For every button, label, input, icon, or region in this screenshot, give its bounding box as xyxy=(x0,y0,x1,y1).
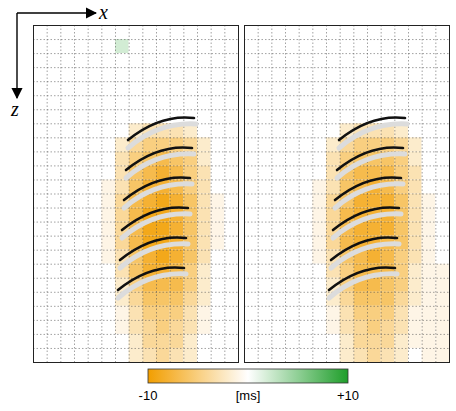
svg-text:-10: -10 xyxy=(139,388,158,403)
svg-text:x: x xyxy=(98,1,108,23)
svg-text:[ms]: [ms] xyxy=(236,388,261,403)
svg-text:z: z xyxy=(10,98,19,120)
svg-text:+10: +10 xyxy=(337,388,359,403)
